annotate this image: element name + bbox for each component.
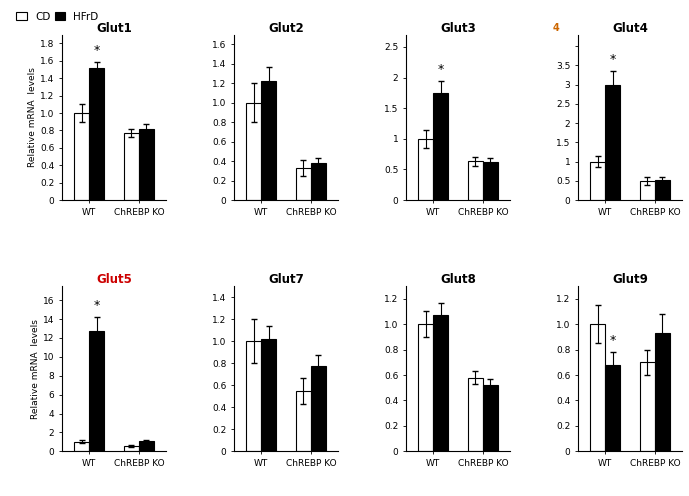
Bar bbox=[605, 365, 620, 451]
Bar bbox=[433, 93, 448, 200]
Title: Glut8: Glut8 bbox=[440, 273, 476, 286]
Bar bbox=[311, 163, 326, 200]
Bar bbox=[483, 385, 497, 451]
Bar bbox=[468, 377, 483, 451]
Text: 4: 4 bbox=[553, 23, 559, 33]
Bar bbox=[124, 133, 139, 200]
Title: Glut2: Glut2 bbox=[268, 22, 304, 35]
Bar bbox=[590, 324, 605, 451]
Bar bbox=[655, 180, 670, 200]
Y-axis label: Relative mRNA  levels: Relative mRNA levels bbox=[28, 67, 37, 167]
Bar bbox=[640, 181, 655, 200]
Text: *: * bbox=[94, 299, 100, 312]
Bar bbox=[418, 139, 433, 200]
Bar bbox=[640, 363, 655, 451]
Bar bbox=[468, 162, 483, 200]
Bar bbox=[261, 339, 276, 451]
Title: Glut7: Glut7 bbox=[268, 273, 304, 286]
Bar bbox=[74, 113, 90, 200]
Title: Glut3: Glut3 bbox=[440, 22, 476, 35]
Bar bbox=[590, 162, 605, 200]
Y-axis label: Relative mRNA  levels: Relative mRNA levels bbox=[31, 319, 40, 419]
Bar bbox=[247, 103, 261, 200]
Bar bbox=[605, 85, 620, 200]
Bar bbox=[433, 315, 448, 451]
Bar bbox=[90, 331, 104, 451]
Text: *: * bbox=[438, 62, 444, 76]
Title: Glut9: Glut9 bbox=[612, 273, 648, 286]
Bar bbox=[483, 162, 497, 200]
Bar bbox=[247, 341, 261, 451]
Bar bbox=[296, 168, 311, 200]
Text: *: * bbox=[94, 44, 100, 57]
Legend: CD, HFrD: CD, HFrD bbox=[12, 8, 103, 26]
Bar bbox=[296, 391, 311, 451]
Bar bbox=[261, 81, 276, 200]
Bar bbox=[418, 324, 433, 451]
Text: *: * bbox=[610, 53, 616, 66]
Bar bbox=[74, 442, 90, 451]
Bar bbox=[655, 333, 670, 451]
Bar bbox=[139, 441, 154, 451]
Bar bbox=[90, 68, 104, 200]
Bar bbox=[139, 128, 154, 200]
Bar bbox=[124, 446, 139, 451]
Title: Glut1: Glut1 bbox=[96, 22, 132, 35]
Title: Glut4: Glut4 bbox=[612, 22, 648, 35]
Bar bbox=[311, 367, 326, 451]
Text: *: * bbox=[610, 334, 616, 347]
Title: Glut5: Glut5 bbox=[96, 273, 132, 286]
